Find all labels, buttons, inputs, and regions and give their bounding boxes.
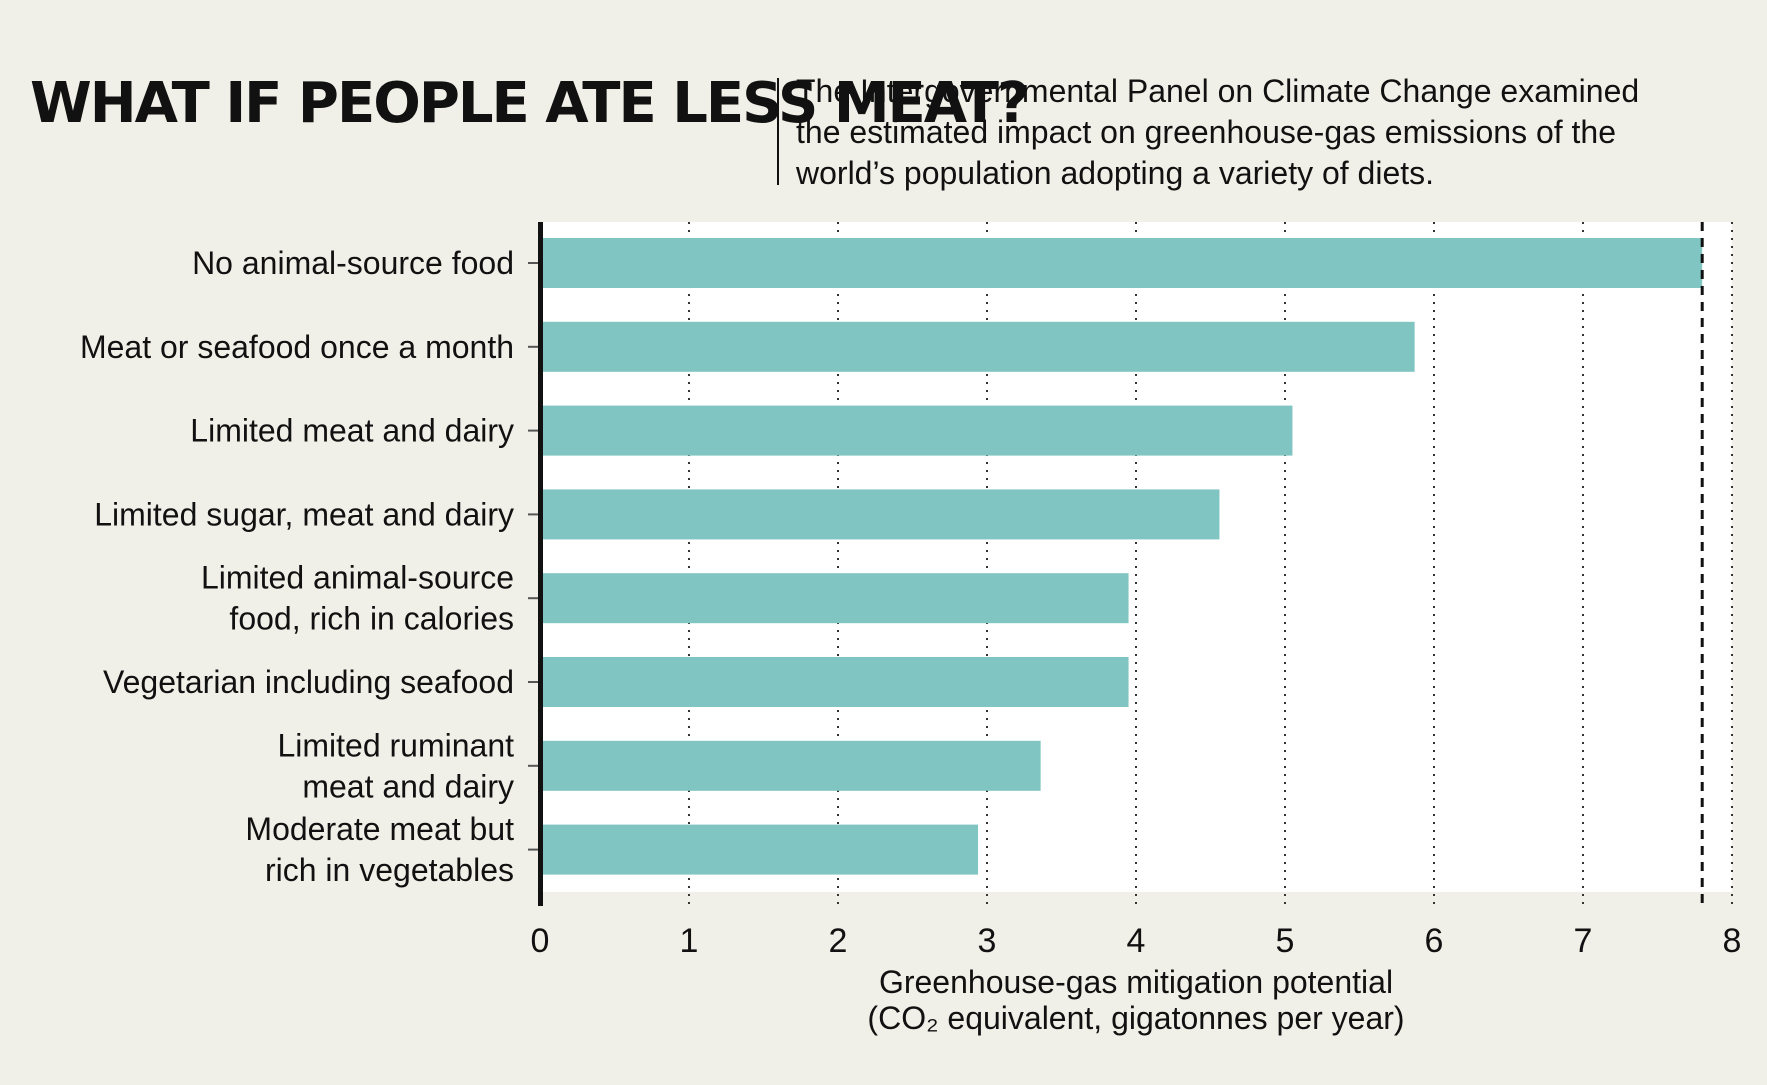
- bar: [540, 321, 1415, 372]
- x-tick-label: 4: [1127, 922, 1146, 960]
- category-label: Limited ruminant: [277, 727, 514, 763]
- category-label: Limited meat and dairy: [190, 413, 514, 449]
- category-label: No animal-source food: [192, 245, 514, 281]
- x-tick-label: 5: [1276, 922, 1295, 960]
- category-label: Limited animal-source: [201, 560, 514, 596]
- bar: [540, 489, 1220, 540]
- category-label: Vegetarian including seafood: [103, 664, 514, 700]
- bar: [540, 824, 979, 875]
- x-tick-label: 8: [1723, 922, 1742, 960]
- x-tick-label: 6: [1425, 922, 1444, 960]
- x-axis-label-line: (CO₂ equivalent, gigatonnes per year): [867, 1000, 1404, 1036]
- category-label: Limited sugar, meat and dairy: [94, 496, 514, 532]
- category-label: rich in vegetables: [265, 852, 514, 888]
- x-tick-label: 0: [531, 922, 550, 960]
- x-tick-label: 2: [829, 922, 848, 960]
- x-axis-ticks: 0 1 2 3 4 5 6 7 8: [531, 922, 1742, 960]
- x-tick-label: 3: [978, 922, 997, 960]
- chart-title: WHAT IF PEOPLE ATE LESS MEAT?: [30, 71, 1027, 136]
- x-tick-label: 1: [680, 922, 699, 960]
- subtitle-line: the estimated impact on greenhouse-gas e…: [796, 114, 1616, 150]
- bars: [540, 238, 1703, 875]
- chart-subtitle: The Intergovernmental Panel on Climate C…: [795, 73, 1639, 191]
- bar: [540, 573, 1129, 624]
- category-label: meat and dairy: [302, 768, 514, 804]
- category-label: Meat or seafood once a month: [80, 329, 514, 365]
- category-label: Moderate meat but: [245, 811, 514, 847]
- category-label: food, rich in calories: [229, 601, 514, 637]
- bar: [540, 740, 1041, 791]
- x-tick-label: 7: [1574, 922, 1593, 960]
- bar: [540, 657, 1129, 707]
- bar: [540, 238, 1703, 288]
- x-axis-title: Greenhouse-gas mitigation potential(CO₂ …: [867, 964, 1404, 1036]
- category-labels: No animal-source food Meat or seafood onc…: [80, 245, 538, 888]
- subtitle-line: world’s population adopting a variety of…: [795, 155, 1434, 191]
- chart-header: WHAT IF PEOPLE ATE LESS MEAT? The Interg…: [30, 71, 1639, 191]
- x-axis-label-line: Greenhouse-gas mitigation potential: [879, 964, 1393, 1000]
- bar: [540, 405, 1293, 456]
- subtitle-line: The Intergovernmental Panel on Climate C…: [796, 73, 1639, 109]
